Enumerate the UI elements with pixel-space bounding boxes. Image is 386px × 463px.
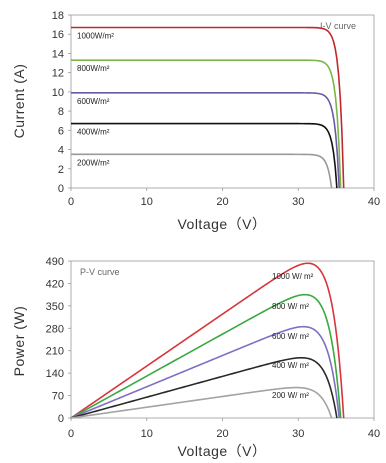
x-tick-label: 30: [292, 196, 304, 208]
x-tick-label: 20: [216, 196, 228, 208]
x-tick-label: 10: [141, 196, 153, 208]
y-tick-label: 4: [58, 145, 64, 157]
series-label: 200W/m²: [77, 158, 110, 167]
series-line-0: [70, 262, 345, 419]
series-line-4: [70, 386, 333, 419]
series-label: 800W/m²: [77, 64, 110, 73]
y-tick-label: 210: [46, 346, 64, 358]
series-line-2: [71, 92, 340, 189]
y-tick-label: 140: [46, 368, 64, 380]
iv-chart: 0 2 4 6 8 10 12 14 16 18 0 10 20 30 40 Voltage（V） Curren…: [11, 10, 380, 232]
x-tick-label: 40: [368, 196, 380, 208]
y-tick-label: 350: [46, 301, 64, 313]
pv-chart: 0 70 140 210 280 350 420 490 0 10 20 30 40 Voltage（V）…: [11, 256, 380, 459]
y-tick-label: 8: [58, 106, 64, 118]
x-tick-label: 20: [216, 428, 228, 440]
series-label: 600W/m²: [77, 97, 110, 106]
x-tick-label: 40: [368, 428, 380, 440]
plot-frame: [70, 260, 375, 419]
y-tick-label: 0: [58, 413, 64, 425]
y-tick-label: 490: [46, 256, 64, 268]
series-label: 1000 W/ m²: [272, 272, 314, 281]
series-line-3: [70, 356, 338, 419]
y-tick-label: 18: [52, 10, 64, 22]
y-tick-label: 2: [58, 164, 64, 176]
y-tick-label: 0: [58, 183, 64, 195]
series-label: 400 W/ m²: [272, 361, 309, 370]
series-line-1: [71, 59, 342, 189]
y-tick-label: 14: [52, 48, 64, 60]
x-axis-title: Voltage（V）: [177, 216, 266, 232]
x-tick-label: 10: [141, 428, 153, 440]
series-label: 400W/m²: [77, 128, 110, 137]
y-tick-label: 280: [46, 323, 64, 335]
series-label: 600 W/ m²: [272, 332, 309, 341]
y-tick-label: 10: [52, 87, 64, 99]
y-tick-label: 420: [46, 278, 64, 290]
series-line-4: [71, 153, 333, 189]
series-line-3: [71, 122, 338, 189]
series-line-1: [70, 293, 342, 419]
y-axis-title: Power (W): [11, 306, 27, 377]
series-label: 1000W/m²: [77, 31, 114, 40]
y-tick-label: 6: [58, 125, 64, 137]
y-tick-label: 12: [52, 68, 64, 80]
y-tick-label: 16: [52, 29, 64, 41]
chart-title: P-V curve: [80, 267, 120, 277]
x-tick-label: 30: [292, 428, 304, 440]
x-tick-label: 0: [68, 196, 74, 208]
chart-title: I-V curve: [320, 21, 356, 31]
y-axis-title: Current (A): [11, 64, 27, 139]
series-line-2: [70, 325, 340, 419]
x-axis-title: Voltage（V）: [177, 443, 266, 459]
series-label: 200 W/ m²: [272, 391, 309, 400]
y-tick-label: 70: [52, 391, 64, 403]
series-label: 800 W/ m²: [272, 302, 309, 311]
series-line-0: [71, 26, 345, 189]
x-tick-label: 0: [68, 428, 74, 440]
